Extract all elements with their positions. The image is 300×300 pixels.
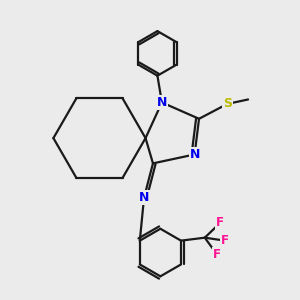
Text: S: S	[223, 98, 232, 110]
Text: F: F	[221, 234, 229, 247]
Text: N: N	[189, 148, 200, 161]
Text: F: F	[216, 216, 224, 229]
Text: N: N	[139, 191, 149, 204]
Text: N: N	[157, 96, 167, 109]
Text: F: F	[213, 248, 221, 260]
